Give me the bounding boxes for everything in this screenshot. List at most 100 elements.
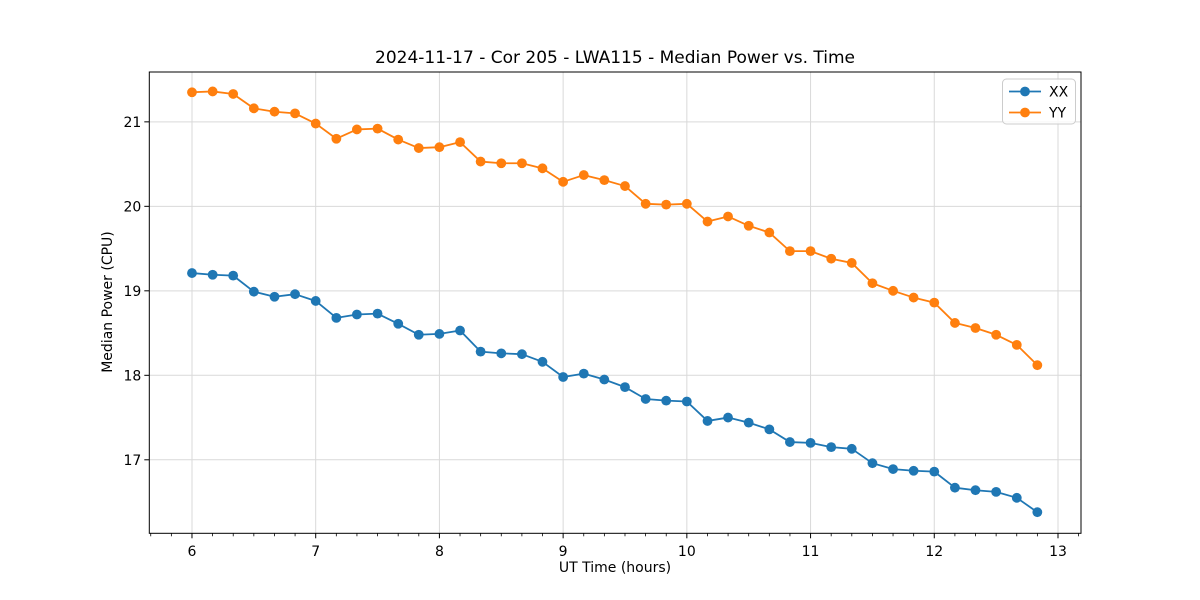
plot-border [148, 71, 1082, 534]
data-point [578, 368, 589, 379]
x-tick-label: 10 [678, 544, 696, 560]
data-point [929, 466, 940, 477]
data-point [867, 458, 878, 469]
y-tick-label: 19 [123, 284, 141, 300]
data-point [599, 175, 610, 186]
x-axis-label: UT Time (hours) [558, 560, 672, 576]
data-point [661, 199, 672, 210]
legend-marker-sample [1020, 107, 1030, 118]
data-point [681, 198, 692, 209]
data-point [785, 437, 795, 447]
data-point [805, 438, 816, 448]
data-point [805, 246, 816, 257]
data-point [970, 485, 981, 496]
data-point [950, 482, 960, 493]
data-point [743, 220, 754, 231]
data-point [228, 89, 239, 99]
x-tick-label: 6 [188, 544, 197, 560]
x-tick-label: 13 [1049, 544, 1067, 560]
data-point [888, 285, 898, 296]
data-point [393, 318, 404, 329]
data-point [970, 323, 981, 333]
data-point [846, 258, 857, 268]
data-point [826, 442, 837, 453]
data-point [455, 137, 465, 148]
data-point [434, 142, 445, 153]
y-tick-label: 18 [123, 368, 141, 384]
data-point [1011, 339, 1022, 350]
legend-label: XX [1049, 85, 1069, 101]
data-point [908, 465, 919, 476]
data-point [310, 296, 321, 306]
legend-marker-sample [1020, 86, 1030, 97]
data-point [187, 87, 197, 98]
series-yy-line [191, 90, 1039, 367]
data-point [764, 227, 775, 238]
x-tick-label: 9 [559, 544, 568, 560]
y-tick-label: 17 [123, 453, 141, 469]
data-point [558, 372, 569, 382]
data-point [1032, 507, 1043, 518]
data-point [846, 443, 857, 454]
data-point [496, 348, 507, 359]
data-point [620, 181, 630, 191]
data-point [723, 211, 733, 222]
x-tick-label: 12 [925, 544, 943, 560]
data-point [310, 118, 321, 129]
data-point [640, 394, 651, 404]
data-point [640, 198, 651, 209]
y-tick-label: 20 [123, 199, 141, 215]
data-point [475, 346, 486, 357]
x-tick-label: 8 [435, 544, 444, 560]
data-point [702, 416, 713, 426]
x-tick-label: 11 [802, 544, 820, 560]
data-point [785, 246, 795, 257]
data-point [207, 86, 218, 97]
y-tick-label: 21 [123, 115, 141, 131]
data-point [290, 108, 300, 119]
data-point [558, 176, 569, 187]
data-point [187, 268, 197, 278]
series-yy [187, 86, 1043, 371]
data-point [1011, 492, 1022, 503]
data-point [269, 291, 280, 302]
data-point [1032, 360, 1043, 371]
data-point [764, 424, 775, 435]
data-point [743, 417, 754, 428]
data-point [929, 297, 940, 308]
data-point [826, 253, 837, 264]
chart-title: 2024-11-17 - Cor 205 - LWA115 - Median P… [375, 48, 855, 68]
data-point [372, 308, 383, 319]
data-point [950, 318, 960, 328]
data-point [434, 329, 445, 339]
data-point [620, 382, 630, 393]
data-point [537, 356, 548, 367]
data-point [702, 216, 713, 227]
data-point [517, 158, 527, 169]
data-point [413, 143, 424, 153]
data-point [228, 270, 239, 281]
data-point [351, 124, 362, 135]
gridlines [149, 72, 1081, 534]
data-point [537, 163, 548, 174]
data-point [991, 329, 1002, 340]
data-point [475, 156, 486, 167]
data-point [351, 309, 362, 320]
data-point [393, 134, 404, 145]
y-axis-label: Median Power (CPU) [100, 231, 116, 373]
data-point [517, 349, 527, 360]
data-point [681, 396, 692, 407]
legend: XX YY [1002, 78, 1076, 125]
data-point [867, 278, 878, 289]
series-xx-line [191, 272, 1039, 514]
data-point [331, 312, 342, 323]
data-point [578, 170, 589, 180]
data-point [888, 464, 898, 474]
data-point [248, 286, 259, 297]
data-point [372, 123, 383, 134]
axis-ticks: 6 7 8 9 10 11 12 13 17 18 19 20 21 [123, 115, 1080, 560]
data-point [599, 374, 610, 385]
data-point [661, 395, 672, 406]
